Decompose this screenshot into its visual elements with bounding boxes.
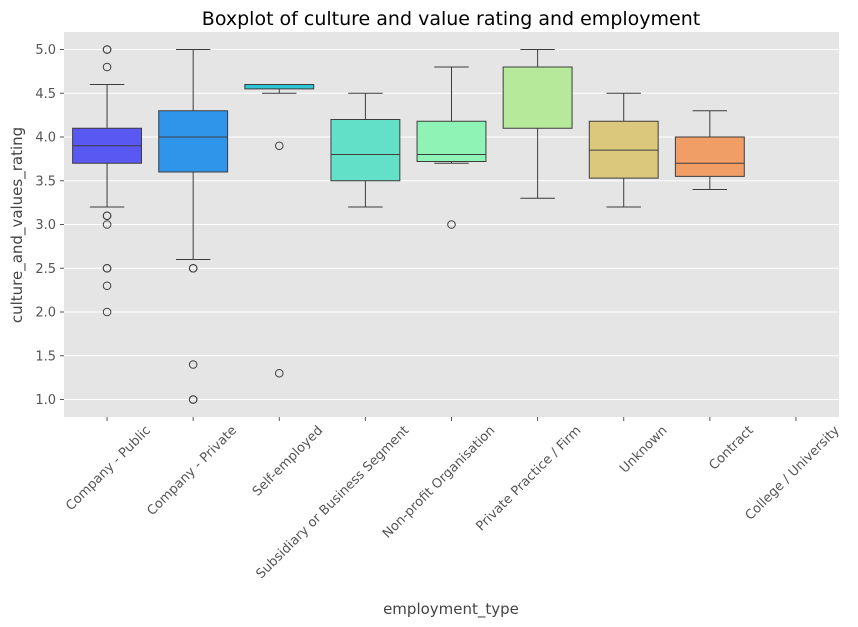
y-tick-label: 4.5 (35, 87, 56, 102)
y-tick-label: 1.0 (35, 393, 56, 408)
y-tick-label: 2.0 (35, 306, 56, 321)
outlier-point (102, 263, 112, 273)
box-group (502, 49, 573, 199)
box-group (330, 92, 401, 208)
box-iqr (330, 119, 401, 182)
box-group (674, 110, 745, 190)
outlier-point (102, 62, 112, 72)
box-iqr (416, 120, 487, 162)
outlier-point (102, 211, 112, 221)
box-group (158, 49, 229, 404)
x-axis-label: employment_type (383, 600, 519, 619)
outlier-point (102, 281, 112, 291)
outlier-point (102, 307, 112, 317)
outlier-point (188, 263, 198, 273)
box-iqr (674, 136, 745, 177)
y-tick-label: 5.0 (35, 43, 56, 58)
outlier-point (102, 220, 112, 229)
outlier-point (274, 141, 284, 151)
box-iqr (158, 110, 229, 173)
box-iqr (502, 66, 573, 129)
box-iqr (244, 84, 315, 90)
outlier-point (274, 368, 284, 378)
y-axis-ticks: 1.0 1.5 2.0 2.5 3.0 3.5 4.0 4.5 5.0 (35, 43, 64, 408)
y-tick-label: 3.0 (35, 218, 56, 233)
box-group (72, 45, 142, 317)
y-axis-label: culture_and_values_rating (8, 127, 27, 323)
y-tick-label: 4.0 (35, 131, 56, 146)
y-tick-label: 1.5 (35, 349, 56, 364)
box-group (416, 66, 487, 229)
boxes (72, 45, 745, 404)
outlier-point (102, 45, 112, 54)
outlier-point (447, 220, 456, 229)
box-group (588, 92, 659, 208)
y-tick-label: 2.5 (35, 262, 56, 277)
outlier-point (188, 360, 198, 369)
y-tick-label: 3.5 (35, 174, 56, 189)
outlier-point (188, 395, 198, 404)
box-group (244, 84, 315, 378)
chart-title: Boxplot of culture and value rating and … (202, 8, 700, 30)
